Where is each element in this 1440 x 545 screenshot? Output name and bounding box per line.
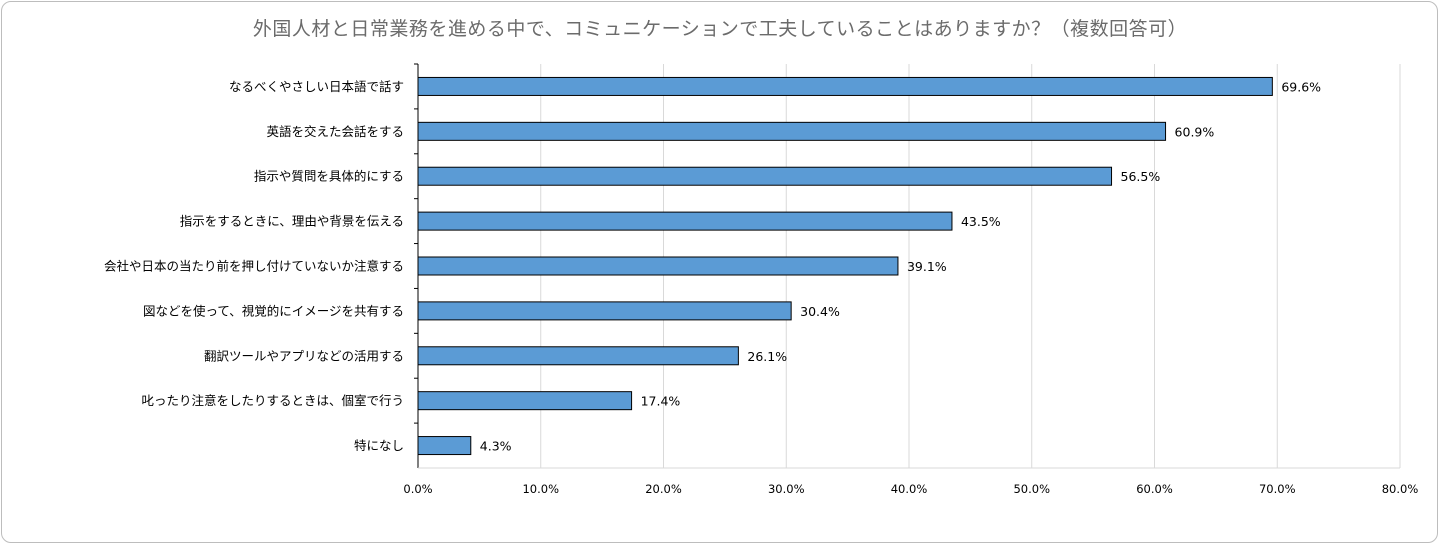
category-label: 英語を交えた会話をする (266, 124, 404, 139)
x-tick-label: 70.0% (1259, 482, 1296, 496)
x-tick-label: 40.0% (891, 482, 928, 496)
bar (417, 346, 739, 366)
data-label: 56.5% (1121, 169, 1161, 184)
category-label: なるべくやさしい日本語で話す (229, 79, 404, 94)
bar (417, 211, 953, 231)
category-label: 翻訳ツールやアプリなどの活用する (204, 348, 404, 363)
category-label: 指示や質問を具体的にする (254, 169, 404, 184)
bar (417, 76, 1273, 96)
data-label: 43.5% (961, 214, 1001, 229)
category-label: 叱ったり注意をしたりするときは、個室で行う (141, 393, 404, 408)
labels: なるべくやさしい日本語で話す 69.6% 英語を交えた会話をする 60.9% 指示や質問… (104, 79, 1418, 496)
category-label: 会社や日本の当たり前を押し付けていないか注意する (104, 259, 404, 274)
x-tick-label: 20.0% (645, 482, 682, 496)
x-tick-label: 50.0% (1013, 482, 1050, 496)
x-tick-label: 60.0% (1136, 482, 1173, 496)
bars (417, 76, 1273, 456)
data-label: 26.1% (747, 349, 787, 364)
category-label: 指示をするときに、理由や背景を伝える (180, 214, 404, 229)
data-label: 60.9% (1175, 124, 1215, 139)
x-tick-label: 30.0% (768, 482, 805, 496)
bar (417, 436, 472, 456)
bar (417, 166, 1113, 186)
data-label: 17.4% (641, 394, 681, 409)
data-label: 30.4% (800, 304, 840, 319)
bar (417, 256, 899, 276)
data-label: 39.1% (907, 259, 947, 274)
chart-title: 外国人材と日常業務を進める中で、コミュニケーションで工夫していることはありますか… (252, 18, 1188, 40)
data-label: 69.6% (1281, 79, 1321, 94)
category-label: 特になし (354, 438, 404, 453)
x-tick-label: 80.0% (1382, 482, 1419, 496)
x-tick-label: 10.0% (522, 482, 559, 496)
data-label: 4.3% (480, 439, 512, 454)
bar (417, 121, 1167, 141)
bar (417, 391, 633, 411)
category-label: 図などを使って、視覚的にイメージを共有する (143, 303, 404, 318)
x-tick-label: 0.0% (403, 482, 432, 496)
bar (417, 301, 792, 321)
